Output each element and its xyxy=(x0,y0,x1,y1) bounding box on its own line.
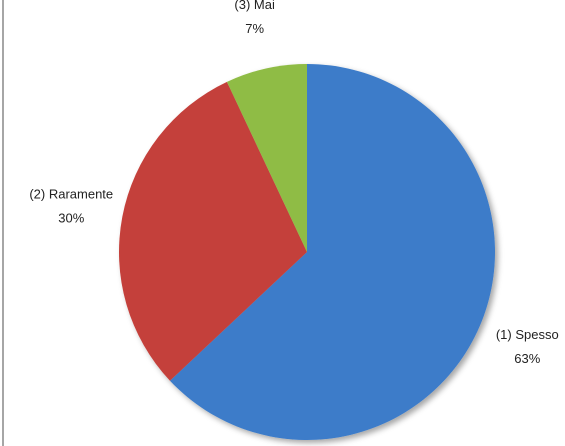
pie-slice xyxy=(169,64,495,440)
pie-slice xyxy=(226,64,307,252)
slice-label: (1) Spesso xyxy=(496,327,559,342)
slice-value-label: 7% xyxy=(245,21,264,36)
pie-slice xyxy=(119,81,307,381)
slice-value-label: 30% xyxy=(58,210,84,225)
pie xyxy=(119,64,495,440)
slice-value-label: 63% xyxy=(514,351,540,366)
slice-label: (3) Mai xyxy=(234,0,275,12)
slice-label: (2) Raramente xyxy=(29,186,113,201)
